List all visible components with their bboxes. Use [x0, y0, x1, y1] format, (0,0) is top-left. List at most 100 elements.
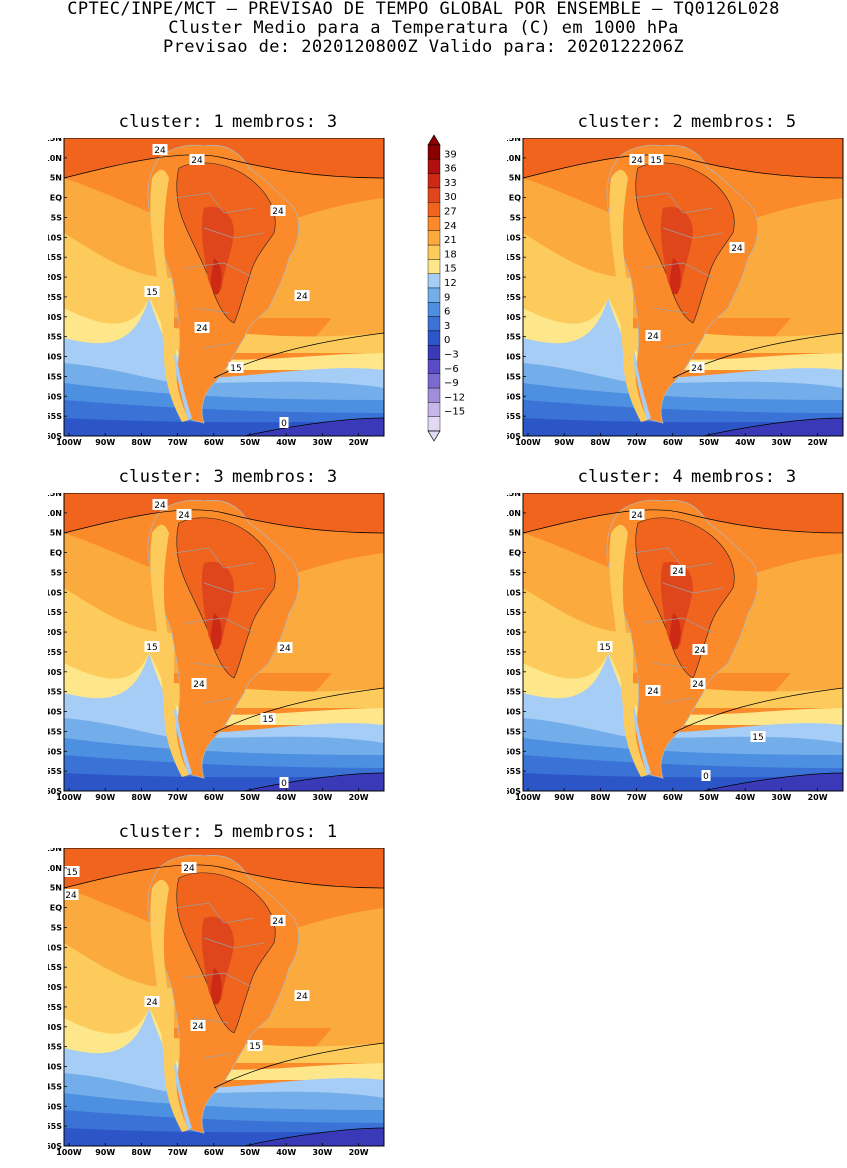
lat-tick-label: 10N	[48, 864, 62, 873]
band-6	[64, 1093, 384, 1123]
contour-label: 24	[194, 322, 210, 334]
lat-tick-label: 5N	[50, 174, 62, 183]
lon-tick-label: 40W	[735, 438, 755, 447]
hot-spot	[201, 916, 234, 1003]
contour-27	[64, 509, 384, 534]
figure-header: CPTEC/INPE/MCT – PREVISAO DE TEMPO GLOBA…	[0, 0, 847, 57]
lat-tick-label: 40S	[48, 1063, 62, 1072]
lat-tick-label: 15S	[48, 963, 62, 972]
contour-value: 24	[196, 324, 208, 334]
contour-label: 15	[247, 1040, 263, 1052]
lon-tick-label: 90W	[95, 793, 115, 802]
legend-level-label: 39	[444, 149, 457, 160]
map-frame	[522, 138, 844, 437]
contour-value: 15	[146, 643, 157, 653]
contour-value: 24	[272, 207, 284, 217]
band-6	[523, 383, 843, 413]
contour-label: 0	[279, 417, 289, 429]
legend-swatch	[427, 359, 441, 375]
contour-label: 15	[144, 286, 160, 298]
contour-value: 24	[296, 992, 308, 1002]
lon-tick-label: 30W	[771, 793, 791, 802]
cluster-number: cluster: 1	[118, 112, 224, 132]
contour-value: 24	[272, 917, 284, 927]
cluster-panel-4: cluster: 4 membros: 3 24 24 24 24 24 15 15 0 15N 10…	[507, 467, 844, 812]
contour-value: 24	[154, 146, 166, 156]
contour-value: 24	[146, 998, 158, 1008]
contour-value: 15	[146, 288, 157, 298]
hottest-spot	[210, 968, 222, 1005]
lon-tick-label: 80W	[131, 1148, 151, 1157]
lat-tick-label: 25S	[507, 293, 521, 302]
map-frame	[63, 848, 385, 1147]
band-12	[64, 1008, 384, 1098]
band-3	[64, 1110, 384, 1133]
lat-tick-label: 10S	[507, 233, 521, 242]
contour-value: 24	[154, 501, 166, 511]
patagonia-cool	[174, 708, 192, 775]
lon-tick-label: 100W	[56, 1148, 82, 1157]
lat-tick-label: 5S	[510, 568, 522, 577]
legend-swatch	[427, 330, 441, 346]
band-minus-3	[244, 418, 384, 436]
band-3	[64, 755, 384, 778]
lat-tick-label: 55S	[507, 767, 521, 776]
legend-level-label: 30	[444, 192, 457, 203]
contour-15	[213, 1042, 384, 1089]
lon-tick-label: 60W	[204, 438, 224, 447]
hot-spot	[201, 561, 234, 648]
lon-tick-label: 20W	[808, 438, 828, 447]
lat-tick-label: 20S	[48, 628, 62, 637]
lon-tick-label: 50W	[699, 793, 719, 802]
contour-label: 24	[294, 990, 310, 1002]
contour-value: 15	[230, 364, 241, 374]
temperature-map: 24 24 24 24 24 15 15 0 15N 10N 5N EQ 5S 10S 15S 20S 25S 3…	[48, 138, 385, 447]
contour-value: 24	[672, 567, 684, 577]
contour-label: 24	[152, 144, 168, 156]
legend-swatch	[427, 416, 441, 432]
lat-tick-label: 20S	[48, 273, 62, 282]
contour-label: 0	[701, 770, 711, 782]
band-3	[523, 400, 843, 423]
lon-tick-label: 60W	[204, 793, 224, 802]
contour-label: 24	[690, 678, 706, 690]
contour-label: 24	[645, 685, 661, 697]
lon-tick-label: 50W	[240, 793, 260, 802]
lat-tick-label: 55S	[48, 767, 62, 776]
legend-level-label: 6	[444, 307, 450, 318]
member-count: membros: 3	[232, 112, 338, 132]
contour-0	[702, 772, 843, 791]
lon-tick-label: 30W	[312, 793, 332, 802]
band-21-east	[773, 258, 843, 338]
lat-tick-label: 15N	[48, 138, 62, 143]
lon-tick-label: 80W	[590, 438, 610, 447]
band-minus-3	[703, 773, 843, 791]
lat-tick-label: 5S	[51, 923, 63, 932]
member-count: membros: 3	[232, 467, 338, 487]
hot-spot	[660, 206, 693, 293]
contour-label: 24	[670, 565, 686, 577]
lat-tick-label: 15S	[507, 608, 521, 617]
lat-tick-label: 40S	[507, 353, 521, 362]
lat-tick-label: 45S	[507, 372, 521, 381]
lat-tick-label: 10N	[507, 154, 521, 163]
contour-value: 24	[647, 687, 659, 697]
legend-swatch	[427, 173, 441, 189]
lon-tick-label: 100W	[56, 438, 82, 447]
band-12	[64, 653, 384, 743]
lon-tick-label: 70W	[168, 438, 188, 447]
band-12	[64, 298, 384, 388]
contour-label: 15	[228, 362, 244, 374]
cluster-number: cluster: 2	[577, 112, 683, 132]
band-9	[523, 718, 843, 755]
contour-0	[702, 417, 843, 436]
legend-level-label: −15	[444, 407, 465, 418]
lat-tick-label: 15S	[48, 608, 62, 617]
lat-tick-label: 5N	[50, 529, 62, 538]
lat-tick-label: 60S	[507, 432, 521, 441]
andes-strip	[609, 169, 648, 422]
patagonia-cool	[633, 708, 651, 775]
contour-label: 15	[750, 731, 766, 743]
lon-tick-label: 70W	[627, 793, 647, 802]
lat-tick-label: 55S	[48, 412, 62, 421]
